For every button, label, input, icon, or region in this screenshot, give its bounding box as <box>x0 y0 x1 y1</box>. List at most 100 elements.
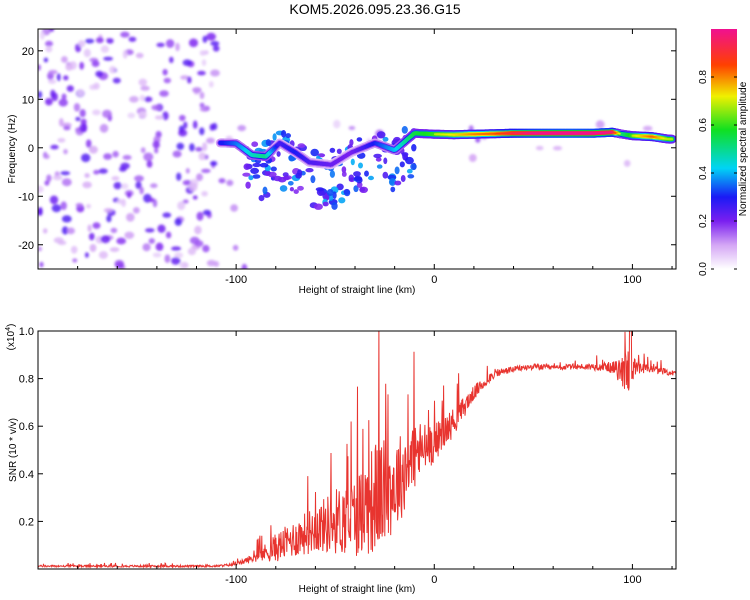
noise-blob <box>78 40 86 48</box>
noise-blob <box>62 122 72 128</box>
noise-blob <box>84 173 90 178</box>
spectrogram-ytick-label: -10 <box>18 191 34 203</box>
noise-blob <box>120 31 130 38</box>
noise-blob <box>165 231 172 239</box>
transition-blob <box>343 189 351 197</box>
colorbar-tick-label: 0.6 <box>698 118 709 132</box>
noise-blob <box>110 227 118 234</box>
snr-ytick-label: 0.8 <box>19 374 34 386</box>
noise-blob <box>88 145 98 154</box>
transition-blob <box>359 186 368 193</box>
snr-ytick-label: 0.6 <box>19 421 34 433</box>
noise-blob <box>179 114 186 122</box>
transition-blob <box>353 175 363 182</box>
snr-multiplier: (x104) <box>5 324 17 351</box>
snr-multiplier-base: (x10 <box>6 330 17 350</box>
transition-blob <box>248 175 254 181</box>
transition-blob <box>383 157 388 165</box>
noise-blob <box>177 201 186 211</box>
noise-blob <box>165 39 175 48</box>
noise-blob <box>92 222 101 229</box>
noise-blob <box>199 102 205 108</box>
noise-blob <box>133 207 140 214</box>
noise-blob <box>142 243 151 252</box>
noise-blob <box>60 201 67 210</box>
transition-blob <box>293 189 299 195</box>
transition-blob <box>281 130 287 138</box>
noise-blob <box>58 118 64 127</box>
noise-blob <box>93 169 100 175</box>
snr-multiplier-exp: 4 <box>5 327 12 331</box>
noise-blob <box>85 139 92 148</box>
transition-blob <box>242 172 251 177</box>
transition-blob <box>315 187 325 192</box>
noise-blob <box>95 37 104 44</box>
noise-blob <box>162 212 172 218</box>
noise-blob <box>75 203 84 207</box>
transition-blob <box>401 125 408 134</box>
noise-blob <box>48 69 58 75</box>
noise-blob <box>61 93 67 101</box>
noise-blob <box>163 77 171 84</box>
transition-blob <box>382 136 389 142</box>
transition-blob <box>295 172 302 179</box>
transition-blob <box>406 168 413 174</box>
transition-blob <box>349 139 354 146</box>
transition-blob <box>297 185 304 191</box>
spectrogram-xlabel: Height of straight line (km) <box>299 285 416 296</box>
transition-blob <box>297 143 306 148</box>
noise-blob <box>127 192 132 199</box>
noise-blob <box>185 168 190 174</box>
transition-blob <box>313 203 323 210</box>
noise-blob <box>50 89 56 99</box>
snr-ytick-label: 1.0 <box>19 326 34 338</box>
noise-blob <box>595 120 605 129</box>
noise-blob <box>128 36 137 42</box>
noise-blob <box>162 111 169 121</box>
spectrogram-xtick-label: -100 <box>225 274 247 286</box>
snr-frame <box>37 330 677 570</box>
noise-blob <box>100 235 111 244</box>
noise-blob <box>57 138 66 143</box>
noise-blob <box>61 178 72 187</box>
noise-blob <box>144 96 153 103</box>
noise-blob <box>138 111 148 118</box>
spectrogram-xtick-label: 100 <box>623 274 641 286</box>
noise-blob <box>176 172 182 181</box>
noise-blob <box>120 183 129 190</box>
noise-blob <box>57 240 67 245</box>
noise-blob <box>139 94 146 102</box>
transition-blob <box>329 170 335 178</box>
snr-series-line <box>38 331 676 569</box>
noise-blob <box>88 232 95 241</box>
transition-blob <box>394 180 402 186</box>
noise-blob <box>43 57 49 63</box>
noise-blob <box>112 150 119 158</box>
transition-blob <box>400 175 406 182</box>
noise-blob <box>103 153 112 160</box>
spectrogram-ytick-label: 0 <box>28 143 34 155</box>
noise-blob <box>187 76 192 84</box>
noise-blob <box>135 52 144 59</box>
transition-blob <box>356 181 363 188</box>
colorbar: 0.0 0.2 0.4 0.6 0.8 Normalized spectral ampl… <box>698 29 749 276</box>
noise-blob <box>192 195 198 200</box>
transition-blob <box>243 163 251 170</box>
noise-blob <box>102 109 112 119</box>
noise-blob <box>49 195 59 205</box>
noise-blob <box>61 215 72 223</box>
noise-blob <box>202 209 212 216</box>
noise-blob <box>213 261 220 267</box>
noise-blob <box>70 245 78 254</box>
noise-field <box>38 29 653 269</box>
noise-blob <box>172 150 182 158</box>
transition-blob <box>376 131 386 139</box>
transition-blob <box>252 162 261 168</box>
noise-blob <box>208 81 214 88</box>
noise-blob <box>92 109 101 116</box>
noise-blob <box>93 82 100 90</box>
colorbar-tick-label: 0.8 <box>698 70 709 84</box>
noise-blob <box>129 96 139 103</box>
noise-blob <box>199 91 205 100</box>
